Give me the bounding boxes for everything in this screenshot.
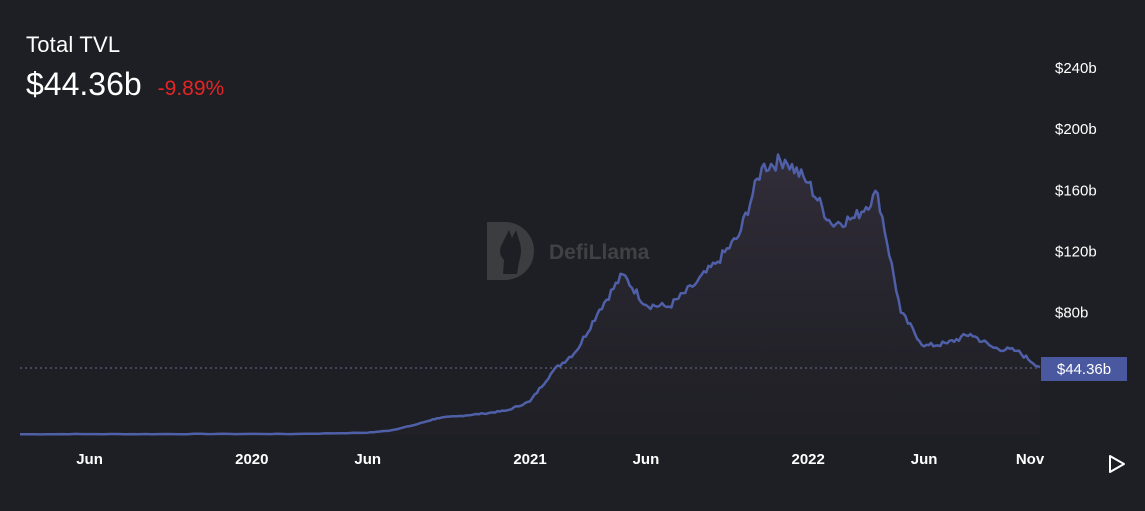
x-tick-label: 2020	[235, 451, 268, 468]
x-tick-label: Jun	[76, 451, 103, 468]
y-tick-label: $120b	[1055, 244, 1097, 261]
line-layer	[20, 153, 1041, 436]
watermark-text: DefiLlama	[549, 241, 650, 264]
y-tick-label: $240b	[1055, 60, 1097, 77]
chart-title: Total TVL	[26, 32, 121, 57]
x-tick-label: Nov	[1016, 451, 1045, 468]
y-tick-label: $160b	[1055, 182, 1097, 199]
x-axis: Jun 2020 Jun 2021 Jun 2022 Jun Nov	[76, 451, 1045, 468]
current-value-badge-bg	[1041, 357, 1127, 381]
y-tick-label: $80b	[1055, 305, 1088, 322]
area-layer	[20, 154, 1040, 435]
x-tick-label: 2021	[513, 451, 546, 468]
tvl-value-row: $44.36b -9.89%	[26, 66, 224, 103]
tvl-header: Total TVL $44.36b -9.89%	[26, 32, 224, 103]
watermark: DefiLlama	[487, 222, 650, 280]
tvl-area	[20, 154, 1040, 435]
current-value-badge: $44.36b	[1041, 357, 1127, 381]
x-tick-label: Jun	[633, 451, 660, 468]
x-tick-label: 2022	[791, 451, 824, 468]
x-tick-label: Jun	[354, 451, 381, 468]
y-tick-label: $200b	[1055, 121, 1097, 138]
tvl-change-percent: -9.89%	[157, 77, 225, 100]
current-value-label: $44.36b	[1057, 361, 1111, 378]
play-icon[interactable]	[1104, 452, 1128, 476]
defillama-logo-icon	[487, 222, 534, 280]
y-axis: $80b $120b $160b $200b $240b	[1055, 60, 1097, 322]
tvl-value: $44.36b	[26, 66, 142, 102]
x-tick-label: Jun	[911, 451, 938, 468]
tvl-line	[20, 153, 1041, 436]
